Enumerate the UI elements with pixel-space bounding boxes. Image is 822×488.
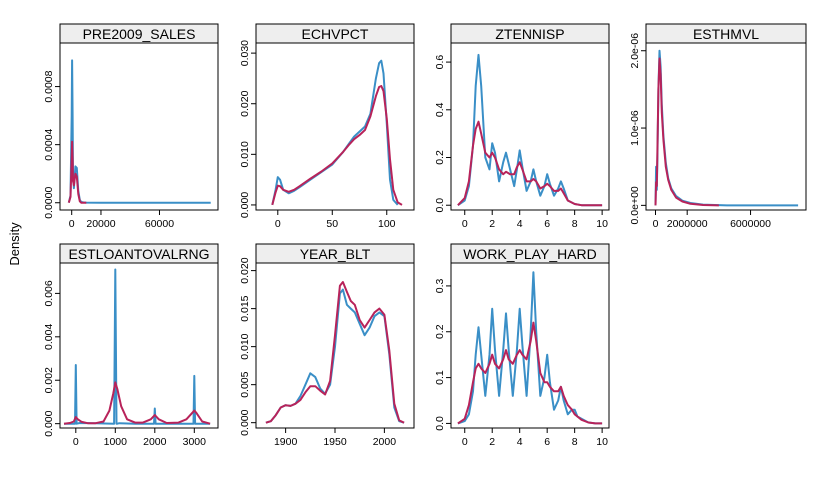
series-line-blue <box>457 53 603 207</box>
panel-3: ZTENNISP 0.0 0.2 0.4 0.6 0 2 4 6 8 10 <box>434 23 610 230</box>
x-tick-label: 8 <box>572 218 578 230</box>
x-tick-label: 0 <box>462 436 468 448</box>
y-tick-label: 0.1 <box>434 370 446 385</box>
x-tick-label: 1000 <box>104 436 128 448</box>
y-tick-label: 0.006 <box>43 280 55 306</box>
x-tick-label: 3000 <box>183 436 207 448</box>
x-tick-label: 1900 <box>274 436 298 448</box>
series-group <box>63 268 211 425</box>
x-tick-label: 4 <box>517 218 523 230</box>
y-tick-label: 0.0000 <box>43 187 55 219</box>
y-tick-label: 0.0008 <box>43 70 55 102</box>
x-tick-label: 8 <box>572 436 578 448</box>
panel-7: WORK_PLAY_HARD 0.0 0.1 0.2 0.3 0 2 4 6 8 10 <box>434 243 610 448</box>
series-group <box>457 53 603 207</box>
strip-title: ESTLOANTOVALRNG <box>68 246 209 262</box>
strip-title: ZTENNISP <box>495 26 564 42</box>
strip-title: ECHVPCT <box>302 26 369 42</box>
x-tick-label: 0 <box>462 218 468 230</box>
panel-frame <box>450 262 610 429</box>
series-line-blue <box>67 59 211 204</box>
y-tick-label: 1.0e-06 <box>629 110 641 146</box>
strip-title: WORK_PLAY_HARD <box>463 246 597 262</box>
y-tick-label: 0.2 <box>434 324 446 339</box>
y-tick-label: 0.005 <box>239 371 251 397</box>
series-line-red <box>265 281 405 424</box>
x-tick-label: 50 <box>326 218 338 230</box>
series-line-red <box>63 381 211 425</box>
panel-frame <box>59 262 219 429</box>
x-tick-label: 2 <box>489 218 495 230</box>
x-tick-label: 2000 <box>373 436 397 448</box>
panel-4: ESTHMVL 0.0e+00 1.0e-06 2.0e-06 0 2000000 6000… <box>629 23 807 230</box>
panel-2: ECHVPCT 0.000 0.010 0.020 0.030 0 50 100 <box>239 23 415 230</box>
x-tick-label: 4 <box>517 436 523 448</box>
series-line-blue <box>64 268 211 425</box>
x-tick-label: 0 <box>653 218 659 230</box>
y-tick-label: 0.000 <box>239 409 251 435</box>
y-axis-label: Density <box>7 222 22 266</box>
y-tick-label: 0.015 <box>239 295 251 321</box>
x-tick-label: 6000000 <box>730 218 771 230</box>
y-tick-label: 0.0 <box>434 416 446 431</box>
y-tick-label: 0.0004 <box>43 128 55 160</box>
strip-title: YEAR_BLT <box>300 246 371 262</box>
series-group <box>265 281 405 424</box>
series-group <box>67 59 211 204</box>
x-tick-label: 0 <box>69 218 75 230</box>
panel-1: PRE2009_SALES 0.0000 0.0004 0.0008 0 20000 600… <box>43 23 219 230</box>
x-tick-label: 2 <box>489 436 495 448</box>
panel-5: ESTLOANTOVALRNG 0.000 0.002 0.004 0.006 0 1000… <box>43 243 219 448</box>
series-line-red <box>457 120 603 207</box>
x-tick-label: 60000 <box>145 218 174 230</box>
series-line-blue <box>654 49 799 207</box>
series-group <box>654 49 799 207</box>
x-tick-label: 0 <box>275 218 281 230</box>
y-tick-label: 0.030 <box>239 40 251 66</box>
x-tick-label: 2000000 <box>667 218 708 230</box>
x-tick-label: 2000 <box>143 436 167 448</box>
panel-frame <box>59 42 219 211</box>
series-line-blue <box>265 288 405 424</box>
panel-frame <box>645 42 807 211</box>
series-line-red <box>271 85 403 206</box>
x-tick-label: 20000 <box>86 218 115 230</box>
x-tick-label: 0 <box>73 436 79 448</box>
x-tick-label: 100 <box>378 218 396 230</box>
x-tick-label: 6 <box>544 436 550 448</box>
y-tick-label: 0.6 <box>434 55 446 70</box>
series-line-red <box>67 140 87 204</box>
y-tick-label: 0.000 <box>239 192 251 218</box>
x-tick-label: 10 <box>596 436 608 448</box>
y-tick-label: 0.004 <box>43 324 55 350</box>
y-tick-label: 0.010 <box>239 333 251 359</box>
series-line-red <box>457 321 603 425</box>
y-tick-label: 0.000 <box>43 410 55 436</box>
x-tick-label: 6 <box>544 218 550 230</box>
y-tick-label: 0.3 <box>434 278 446 293</box>
series-group <box>457 271 603 425</box>
series-group <box>271 59 403 206</box>
y-tick-label: 0.020 <box>239 257 251 283</box>
y-tick-label: 0.002 <box>43 367 55 393</box>
y-tick-label: 2.0e-06 <box>629 33 641 69</box>
y-tick-label: 0.4 <box>434 102 446 117</box>
x-tick-label: 1950 <box>323 436 347 448</box>
y-tick-label: 0.0e+00 <box>629 186 641 224</box>
y-tick-label: 0.010 <box>239 141 251 167</box>
y-tick-label: 0.2 <box>434 150 446 165</box>
x-tick-label: 10 <box>596 218 608 230</box>
series-line-blue <box>271 59 399 206</box>
strip-title: ESTHMVL <box>693 26 759 42</box>
series-line-red <box>654 57 719 207</box>
y-tick-label: 0.0 <box>434 198 446 213</box>
panel-frame <box>255 42 415 211</box>
panel-frame <box>450 42 610 211</box>
strip-title: PRE2009_SALES <box>83 26 196 42</box>
panel-6: YEAR_BLT 0.000 0.005 0.010 0.015 0.020 1900 195… <box>239 243 415 448</box>
y-tick-label: 0.020 <box>239 90 251 116</box>
